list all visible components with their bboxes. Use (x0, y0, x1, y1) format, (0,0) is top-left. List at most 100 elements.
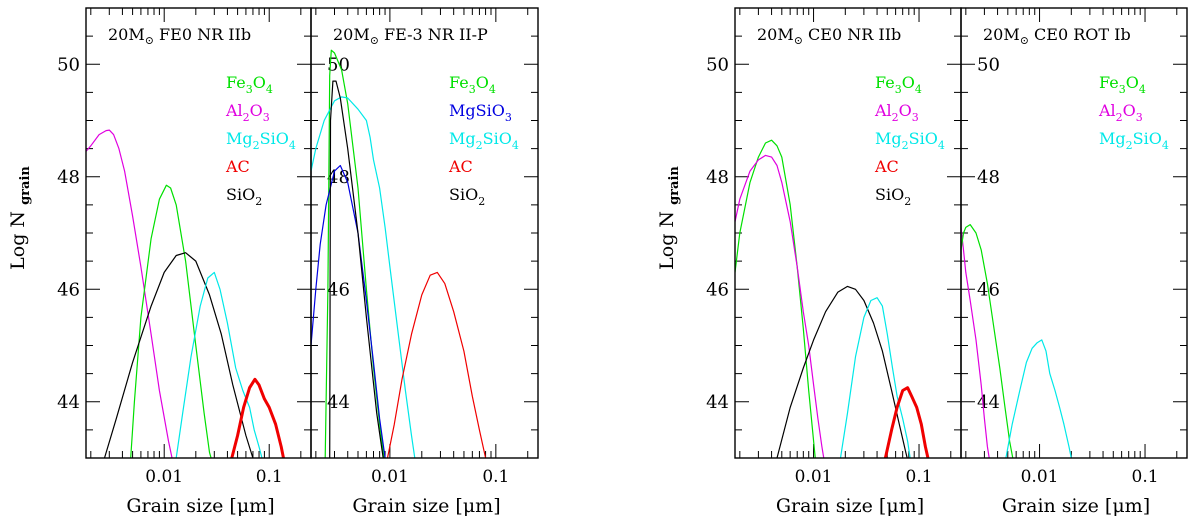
legend-subscript: 4 (1162, 139, 1169, 152)
legend-mid: O (253, 73, 266, 92)
legend-mid: O (250, 101, 263, 120)
y-ticks (311, 7, 538, 459)
legend-base: Mg (226, 129, 253, 148)
legend-subscript: 2 (1126, 139, 1133, 152)
legend-al2o3: Al2O3 (1098, 101, 1143, 124)
x-ticks (965, 8, 1178, 458)
legend-mid: SiO (483, 129, 512, 148)
y-ticks (735, 7, 961, 459)
panel-title-model: CE0 NR IIb (803, 25, 901, 44)
x-ticks (315, 8, 529, 458)
panel-title-sun-symbol: ⊙ (145, 34, 154, 47)
legend-mid: SiO (1133, 129, 1162, 148)
curve-fe3o4 (324, 49, 385, 458)
panel-title: 20M⊙ FE0 NR IIb (108, 25, 251, 47)
legend-base: Fe (875, 73, 895, 92)
curve-fe3o4 (961, 224, 1014, 458)
legend-subscript: 2 (892, 111, 899, 124)
legend-subscript: 4 (266, 83, 273, 96)
y-tick-label: 46 (327, 279, 350, 300)
y-tick-label: 46 (57, 279, 80, 300)
legend-subscript: 4 (489, 83, 496, 96)
y-tick-label: 44 (327, 392, 350, 413)
legend-sio2: SiO2 (449, 185, 485, 208)
plot-frame (734, 7, 962, 459)
curve-ac (230, 377, 286, 458)
curves (311, 49, 487, 458)
panel-title-mass: 20M (983, 25, 1020, 44)
y-ticks (961, 7, 1187, 459)
curve-fe3o4 (130, 184, 212, 458)
legend-mid: O (1126, 73, 1139, 92)
y-tick-label: 44 (57, 392, 80, 413)
legend-subscript: 2 (243, 111, 250, 124)
x-axis-title: Grain size [μm] (1002, 495, 1150, 517)
legend-subscript: 3 (912, 111, 919, 124)
x-tick-label: 0.01 (795, 467, 833, 487)
legend-mid: O (476, 73, 489, 92)
panel-title-mass: 20M (333, 25, 370, 44)
legend-subscript: 3 (246, 83, 253, 96)
y-axis-title: Log N grain (7, 166, 33, 270)
legend-base: AC (225, 157, 250, 176)
legend-base: MgSiO (449, 101, 505, 120)
legend-ac: AC (225, 157, 250, 176)
curve-al2o3 (86, 129, 173, 458)
panel-title-mass: 20M (108, 25, 145, 44)
legend-base: Mg (1099, 129, 1126, 148)
y-axis-title-main: Log N (7, 205, 29, 270)
panel-title-model: FE0 NR IIb (154, 25, 251, 44)
curve-mg2sio4 (839, 297, 911, 458)
legend-base: Al (874, 101, 892, 120)
legend-subscript: 3 (469, 83, 476, 96)
curves (86, 129, 286, 458)
x-tick-label: 0.1 (256, 467, 283, 487)
x-axis-title: Grain size [μm] (352, 495, 500, 517)
legend-mid: SiO (260, 129, 289, 148)
legend-fe3o4: Fe3O4 (875, 73, 922, 96)
y-ticks (86, 7, 311, 459)
panel-title-sun-symbol: ⊙ (370, 34, 379, 47)
legend-subscript: 4 (512, 139, 519, 152)
x-ticks (739, 8, 952, 458)
legend-mid: O (1123, 101, 1136, 120)
curves (961, 224, 1072, 458)
legend-subscript: 3 (263, 111, 270, 124)
curve-fe3o4 (735, 139, 816, 458)
panel-title-sun-symbol: ⊙ (794, 34, 803, 47)
plot-frame (960, 7, 1188, 459)
legend-ac: AC (874, 157, 899, 176)
legend-subscript: 2 (255, 195, 262, 208)
legend-base: Mg (875, 129, 902, 148)
panel-title-sun-symbol: ⊙ (1020, 34, 1029, 47)
curve-mg2sio4 (175, 271, 263, 458)
y-tick-label: 48 (327, 167, 350, 188)
x-tick-label: 0.1 (482, 467, 509, 487)
x-ticks (90, 8, 302, 458)
legend-fe3o4: Fe3O4 (1099, 73, 1146, 96)
y-tick-label: 44 (977, 392, 1000, 413)
panel-title-mass: 20M (757, 25, 794, 44)
legend-subscript: 2 (1116, 111, 1123, 124)
curve-al2o3 (735, 154, 825, 458)
y-tick-label: 48 (706, 167, 729, 188)
y-tick-label: 44 (706, 392, 729, 413)
legend-mg2sio4: Mg2SiO4 (449, 129, 519, 152)
y-axis-title-subscript: grain (18, 166, 33, 205)
panel-title: 20M⊙ CE0 ROT Ib (983, 25, 1131, 47)
curve-sio2 (103, 252, 254, 458)
legend-mg2sio4: Mg2SiO4 (875, 129, 945, 152)
legend-al2o3: Al2O3 (225, 101, 270, 124)
panel-title-model: CE0 ROT Ib (1029, 25, 1131, 44)
legend-base: Fe (1099, 73, 1119, 92)
x-axis-title: Grain size [μm] (126, 495, 274, 517)
legend-subscript: 3 (1136, 111, 1143, 124)
legend-base: Fe (226, 73, 246, 92)
